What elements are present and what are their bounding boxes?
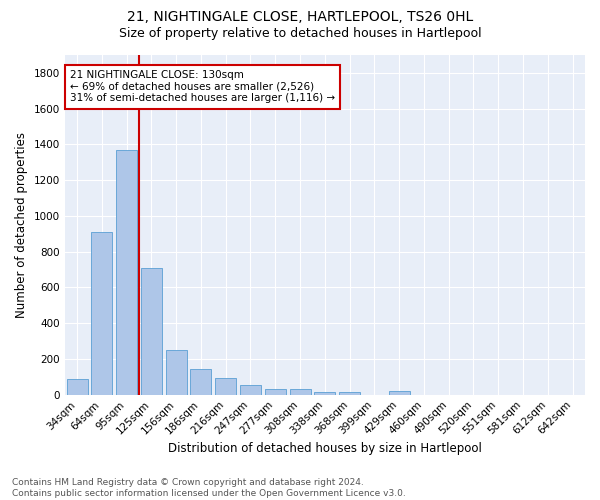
X-axis label: Distribution of detached houses by size in Hartlepool: Distribution of detached houses by size …	[168, 442, 482, 455]
Text: 21, NIGHTINGALE CLOSE, HARTLEPOOL, TS26 0HL: 21, NIGHTINGALE CLOSE, HARTLEPOOL, TS26 …	[127, 10, 473, 24]
Bar	[215, 378, 236, 394]
Bar	[91, 232, 112, 394]
Bar	[290, 390, 311, 394]
Bar	[389, 391, 410, 394]
Bar	[116, 150, 137, 394]
Y-axis label: Number of detached properties: Number of detached properties	[15, 132, 28, 318]
Bar	[240, 385, 261, 394]
Bar	[166, 350, 187, 395]
Text: 21 NIGHTINGALE CLOSE: 130sqm
← 69% of detached houses are smaller (2,526)
31% of: 21 NIGHTINGALE CLOSE: 130sqm ← 69% of de…	[70, 70, 335, 104]
Bar	[339, 392, 360, 394]
Bar	[141, 268, 162, 394]
Bar	[190, 369, 211, 394]
Bar	[67, 378, 88, 394]
Text: Contains HM Land Registry data © Crown copyright and database right 2024.
Contai: Contains HM Land Registry data © Crown c…	[12, 478, 406, 498]
Bar	[314, 392, 335, 394]
Bar	[265, 390, 286, 394]
Text: Size of property relative to detached houses in Hartlepool: Size of property relative to detached ho…	[119, 28, 481, 40]
